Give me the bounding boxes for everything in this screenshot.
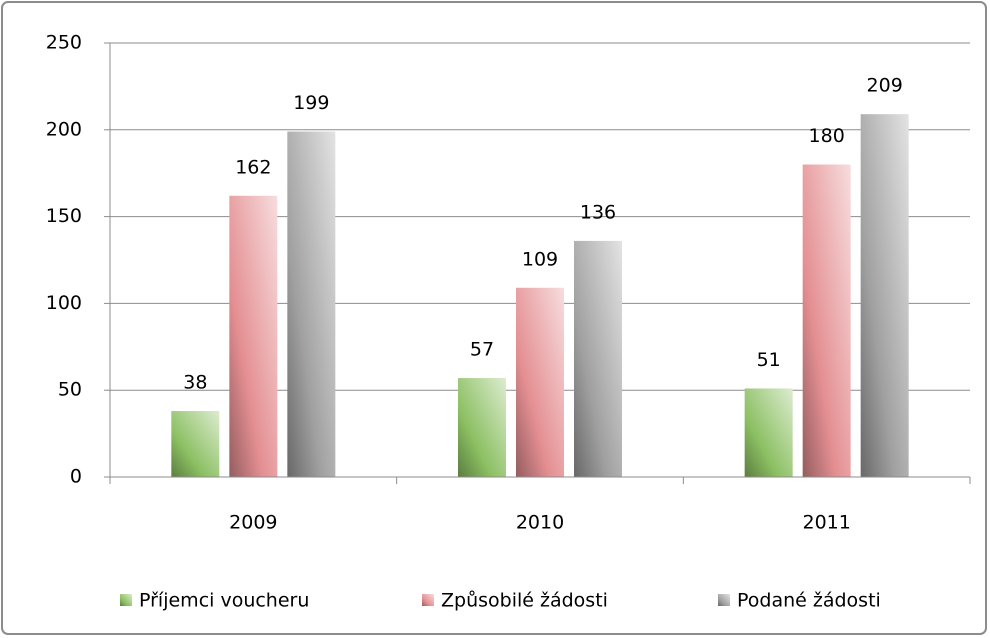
legend-swatch xyxy=(718,594,730,606)
legend-label: Způsobilé žádosti xyxy=(441,590,608,612)
bar xyxy=(229,195,278,477)
y-tick-label: 150 xyxy=(46,205,82,227)
legend-label: Podané žádosti xyxy=(737,590,881,612)
data-label: 162 xyxy=(235,156,271,178)
bar xyxy=(860,114,909,478)
bar xyxy=(171,411,220,477)
data-label: 209 xyxy=(867,75,903,97)
bar xyxy=(516,287,564,477)
bar xyxy=(574,240,622,477)
data-label: 51 xyxy=(757,349,781,371)
data-label: 57 xyxy=(470,339,494,361)
data-label: 180 xyxy=(809,125,845,147)
legend-label: Příjemci voucheru xyxy=(139,590,309,612)
legend-swatch xyxy=(120,594,132,606)
y-tick-label: 250 xyxy=(46,32,82,54)
bar xyxy=(458,378,506,477)
legend-swatch xyxy=(422,594,434,606)
bar xyxy=(744,388,793,477)
x-tick-label: 2010 xyxy=(516,512,564,534)
data-label: 199 xyxy=(293,92,329,114)
x-tick-label: 2011 xyxy=(802,512,850,534)
y-tick-label: 0 xyxy=(70,466,82,488)
bar xyxy=(287,131,336,477)
x-tick-label: 2009 xyxy=(229,512,277,534)
y-tick-label: 100 xyxy=(46,292,82,314)
data-label: 136 xyxy=(580,201,616,223)
y-tick-label: 200 xyxy=(46,118,82,140)
y-tick-label: 50 xyxy=(58,379,82,401)
bar xyxy=(802,164,851,477)
data-label: 38 xyxy=(183,372,207,394)
data-label: 109 xyxy=(522,248,558,270)
